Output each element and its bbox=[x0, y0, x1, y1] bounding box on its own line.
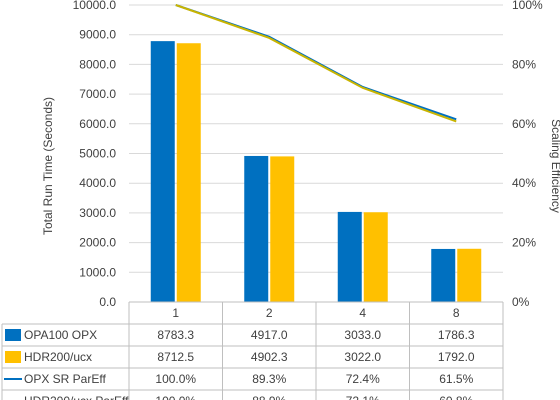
legend-entry: HDR200/ucx bbox=[24, 350, 92, 364]
y-tick-label: 1000.0 bbox=[79, 265, 116, 279]
y2-tick-label: 60% bbox=[512, 117, 536, 131]
y2-axis-title: Scaling Efficiency bbox=[549, 119, 560, 213]
bar bbox=[431, 248, 456, 302]
data-label: 88.9% bbox=[252, 394, 286, 400]
y-tick-label: 3000.0 bbox=[79, 206, 116, 220]
bar bbox=[270, 156, 295, 302]
legend-entry: OPX SR ParEff bbox=[24, 372, 106, 386]
legend-entry: HDR200/ucx ParEff bbox=[24, 394, 129, 400]
y-tick-label: 2000.0 bbox=[79, 236, 116, 250]
data-label: 3022.0 bbox=[344, 350, 381, 364]
y-tick-label: 7000.0 bbox=[79, 87, 116, 101]
data-label: 72.1% bbox=[346, 394, 380, 400]
data-label: 8712.5 bbox=[157, 350, 194, 364]
data-label: 8783.3 bbox=[157, 328, 194, 342]
bar bbox=[363, 212, 388, 302]
data-label: 72.4% bbox=[346, 372, 380, 386]
data-label: 4902.3 bbox=[251, 350, 288, 364]
legend-entry: OPA100 OPX bbox=[24, 328, 97, 342]
y-tick-label: 0.0 bbox=[99, 295, 116, 309]
y2-tick-label: 80% bbox=[512, 57, 536, 71]
data-label: 4917.0 bbox=[251, 328, 288, 342]
bar bbox=[457, 248, 482, 302]
y2-tick-label: 100% bbox=[512, 0, 543, 12]
y-tick-label: 9000.0 bbox=[79, 28, 116, 42]
x-tick-label: 4 bbox=[359, 306, 366, 320]
data-table: 1 2 4 8 OPA100 OPX 8783.3 4917.0 3033.0 1786.3 HD… bbox=[1, 301, 504, 400]
data-label: 1786.3 bbox=[438, 328, 475, 342]
data-label: 3033.0 bbox=[344, 328, 381, 342]
y-axis-title: Total Run Time (Seconds) bbox=[41, 97, 55, 235]
data-label: 100.0% bbox=[155, 394, 196, 400]
y-tick-label: 5000.0 bbox=[79, 147, 116, 161]
efficiency-lines bbox=[175, 4, 457, 123]
y-tick-label: 6000.0 bbox=[79, 117, 116, 131]
y-tick-label: 8000.0 bbox=[79, 57, 116, 71]
x-tick-label: 8 bbox=[453, 306, 460, 320]
data-label: 1792.0 bbox=[438, 350, 475, 364]
y2-tick-label: 0% bbox=[512, 295, 530, 309]
x-tick-label: 2 bbox=[266, 306, 273, 320]
bar bbox=[244, 155, 269, 302]
data-label: 89.3% bbox=[252, 372, 286, 386]
legend-key bbox=[5, 329, 21, 341]
data-label: 100.0% bbox=[155, 372, 196, 386]
y-tick-label: 4000.0 bbox=[79, 176, 116, 190]
efficiency-line bbox=[175, 4, 457, 123]
y-axis-ticks: 0.0 1000.0 2000.0 3000.0 4000.0 5000.0 6000.0 7… bbox=[73, 0, 117, 309]
x-tick-label: 1 bbox=[172, 306, 179, 320]
bar bbox=[337, 211, 362, 302]
legend-key bbox=[5, 351, 21, 363]
data-label: 60.8% bbox=[439, 394, 473, 400]
data-label: 61.5% bbox=[439, 372, 473, 386]
bars bbox=[150, 41, 482, 303]
y2-tick-label: 40% bbox=[512, 176, 536, 190]
bar bbox=[150, 41, 175, 303]
y2-axis-ticks: 0% 20% 40% 60% 80% 100% bbox=[512, 0, 543, 309]
y2-tick-label: 20% bbox=[512, 236, 536, 250]
bar bbox=[176, 43, 201, 303]
y-tick-label: 10000.0 bbox=[73, 0, 117, 12]
